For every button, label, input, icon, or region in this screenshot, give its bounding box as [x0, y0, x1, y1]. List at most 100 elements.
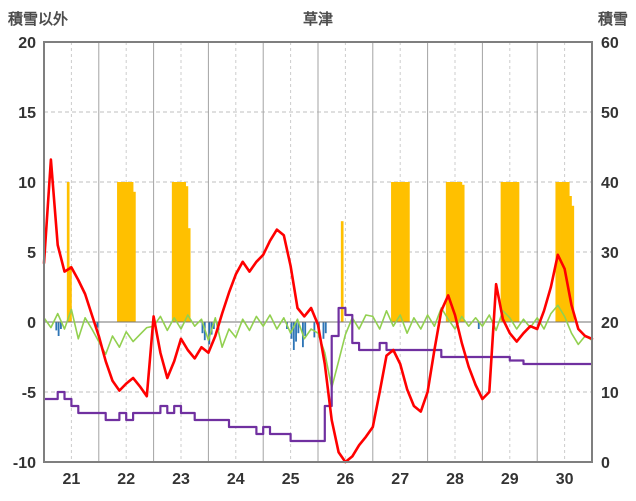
snow-depth-step-line — [44, 306, 592, 443]
x-axis-tick-label: 27 — [391, 471, 409, 488]
sunshine-bar — [560, 182, 563, 322]
left-axis-title: 積雪以外 — [8, 10, 69, 28]
precip-bar — [212, 322, 215, 329]
sunshine-bar — [452, 182, 456, 322]
left-axis-tick-label: 10 — [18, 175, 36, 192]
sunshine-bar — [445, 182, 449, 322]
precip-bar — [295, 322, 297, 342]
sunshine-bar — [183, 182, 186, 322]
sunshine-bar — [340, 221, 344, 322]
sunshine-bar — [66, 182, 70, 322]
sunshine-bar — [117, 182, 120, 322]
left-axis-tick-label: -10 — [13, 455, 36, 472]
precip-bar — [60, 322, 62, 329]
sunshine-bar — [121, 182, 125, 322]
chart-title: 草津 — [302, 10, 333, 28]
sunshine-bar — [507, 182, 511, 322]
right-axis-tick-label: 10 — [601, 385, 619, 402]
x-axis-tick-label: 22 — [117, 471, 135, 488]
x-axis-tick-label: 28 — [446, 471, 464, 488]
left-axis-tick-label: 5 — [27, 245, 36, 262]
sunshine-bar — [461, 184, 465, 322]
sunshine-bar — [448, 182, 451, 322]
sunshine-bar — [564, 182, 568, 322]
sunshine-bar — [174, 182, 177, 322]
precip-bar — [57, 322, 60, 336]
left-axis-tick-label: 20 — [18, 35, 36, 52]
sunshine-bar — [187, 228, 191, 322]
sunshine-bar — [500, 182, 504, 322]
sunshine-bar — [509, 182, 513, 322]
precip-bar — [208, 322, 211, 345]
sunshine-bar — [397, 182, 401, 322]
sunshine-bar — [176, 182, 180, 322]
sunshine-bar — [512, 182, 515, 322]
sunshine-bar — [130, 182, 134, 322]
x-axis-tick-label: 26 — [337, 471, 355, 488]
sunshine-bar — [505, 182, 508, 322]
green-series-line — [43, 304, 593, 389]
x-axis-tick-label: 30 — [556, 471, 574, 488]
x-axis-tick-label: 25 — [282, 471, 300, 488]
precip-bar — [96, 322, 99, 328]
sunshine-bar — [395, 182, 399, 322]
x-axis-tick-label: 23 — [172, 471, 190, 488]
precip-bar — [304, 322, 307, 336]
chart-header: 積雪以外 草津 積雪 — [0, 0, 636, 30]
precip-bar — [292, 322, 295, 350]
sunshine-bar — [569, 196, 572, 322]
sunshine-bar — [393, 182, 397, 322]
right-axis-tick-label: 20 — [601, 315, 619, 332]
sunshine-bar — [126, 182, 129, 322]
left-axis-tick-label: 0 — [27, 315, 36, 332]
precip-bar — [324, 322, 327, 334]
sunshine-bar — [133, 191, 136, 322]
right-axis-tick-label: 60 — [601, 35, 619, 52]
sunshine-bar — [450, 182, 454, 322]
sunshine-bar — [181, 182, 184, 322]
right-axis-title: 積雪 — [597, 10, 628, 28]
sunshine-bar — [514, 182, 518, 322]
sunshine-bar — [128, 182, 132, 322]
sunshine-bar — [185, 186, 189, 322]
x-axis-tick-label: 24 — [227, 471, 245, 488]
right-axis-tick-label: 40 — [601, 175, 619, 192]
sunshine-bar — [407, 182, 410, 322]
sunshine-bar — [171, 182, 175, 322]
sunshine-bar — [459, 182, 463, 322]
sunshine-bar — [391, 182, 394, 322]
right-axis-tick-label: 30 — [601, 245, 619, 262]
sunshine-bar — [457, 182, 460, 322]
sunshine-bar — [516, 182, 520, 322]
red-series-line — [42, 158, 594, 464]
sunshine-bar — [557, 182, 561, 322]
precip-bar — [477, 322, 480, 329]
sunshine-bar — [571, 205, 575, 322]
sunshine-bar — [119, 182, 123, 322]
sunshine-bar — [123, 182, 127, 322]
sunshine-bar — [502, 182, 506, 322]
sunshine-bar — [400, 182, 403, 322]
precip-bar — [55, 322, 58, 331]
sunshine-bar — [178, 182, 182, 322]
sunshine-bar — [404, 182, 408, 322]
sunshine-bar — [555, 182, 559, 322]
sunshine-bar — [402, 182, 406, 322]
precip-bar — [297, 322, 300, 334]
right-axis-tick-label: 0 — [601, 455, 610, 472]
left-axis-tick-label: 15 — [18, 105, 36, 122]
left-axis-tick-label: -5 — [22, 385, 36, 402]
right-axis-tick-label: 50 — [601, 105, 619, 122]
sunshine-bar — [455, 182, 458, 322]
precip-bar — [201, 322, 204, 334]
x-axis-tick-label: 21 — [63, 471, 81, 488]
precip-bar — [322, 322, 325, 339]
sunshine-bar — [69, 266, 72, 322]
plot-border — [43, 41, 593, 463]
sunshine-bar — [566, 182, 570, 322]
precip-bar — [313, 322, 316, 338]
sunshine-bar — [562, 182, 565, 322]
x-axis-tick-label: 29 — [501, 471, 519, 488]
